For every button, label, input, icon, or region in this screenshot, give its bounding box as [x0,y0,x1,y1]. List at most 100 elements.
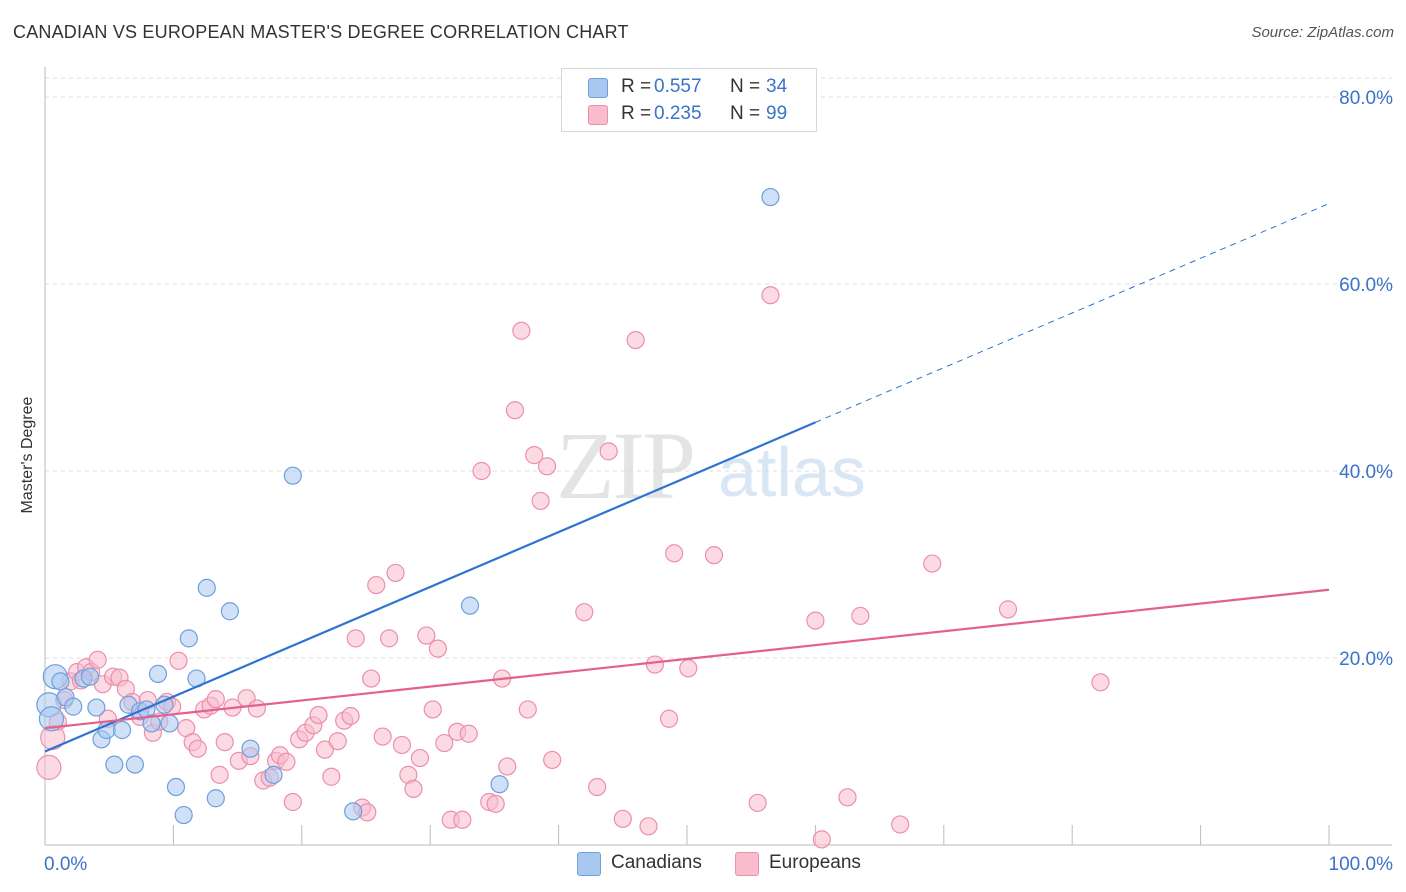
canadians-swatch [577,852,601,876]
european-point [417,626,436,645]
european-point [453,810,472,829]
european-point [247,699,266,718]
canadian-point [220,602,239,621]
canadians-label: Canadians [611,852,702,873]
canadian-point [112,720,132,740]
watermark-atlas: atlas [718,433,866,511]
european-point [169,651,188,670]
x-tick-label: 0.0% [44,854,87,875]
canadian-point [197,578,216,597]
european-point [392,735,412,755]
canadian-point [761,187,780,207]
canadians-swatch [588,78,608,98]
european-point [665,544,684,563]
canadian-point [38,706,65,732]
european-point [373,727,392,746]
european-point [367,575,386,595]
european-point [215,733,234,752]
canadian-point [283,466,302,485]
europeans-label: Europeans [769,852,861,873]
european-point [704,546,724,565]
source-note: Source: ZipAtlas.com [1251,24,1394,41]
european-point [315,740,335,759]
canadian-point [460,596,480,615]
canadian-point [206,789,225,808]
european-point [531,491,550,511]
european-point [428,639,448,658]
european-point [283,792,302,812]
european-point [404,779,423,799]
european-point [472,461,491,481]
europeans-swatch [588,105,608,125]
legend-r-label: R = [621,103,652,124]
european-point [380,629,399,648]
european-point [645,655,665,674]
european-point [346,629,365,648]
european-point [626,331,645,350]
european-point [423,700,442,719]
canadian-point [105,755,124,774]
european-point [486,794,505,813]
europeans-trend-line [44,588,1330,730]
canadian-point [179,629,198,648]
canadian-point [490,775,509,794]
legend-n-value: 99 [766,103,788,124]
european-point [679,659,698,678]
european-point [806,611,825,630]
european-point [599,442,618,461]
european-point [998,600,1018,619]
legend-n-label: N = [730,76,761,97]
canadian-point [264,765,283,784]
european-point [575,603,594,622]
x-tick-label: 100.0% [1329,854,1394,875]
legend-r-value: 0.557 [654,76,702,97]
european-point [537,457,557,476]
european-point [588,777,607,797]
canadian-point [80,667,100,686]
european-point [309,705,328,725]
european-point [543,750,562,770]
european-point [505,401,525,420]
european-point [512,321,531,340]
canadian-point [241,739,260,758]
canadians-trend-extension [815,203,1330,423]
canadian-point [51,672,70,691]
european-point [277,752,296,771]
european-point [210,765,229,784]
watermark-zip: ZIP [556,412,696,519]
european-point [613,809,632,828]
european-point [328,732,347,751]
canadian-point [64,697,83,716]
canadian-point [87,698,106,717]
european-point [88,650,107,669]
european-point [206,690,225,709]
y-tick-label: 40.0% [1339,462,1393,483]
european-point [838,788,857,807]
legend: R = 0.557 N = 34 R = 0.235 N = 99 [561,68,817,132]
european-point [891,815,910,834]
european-point [188,739,207,758]
european-point [322,767,341,786]
european-point [362,669,381,688]
european-point [639,817,658,836]
legend-r-label: R = [621,76,652,97]
europeans-swatch [735,852,759,876]
canadian-point [148,664,168,683]
european-point [851,606,870,626]
legend-n-label: N = [730,103,761,124]
european-point [435,733,454,753]
legend-n-value: 34 [766,76,788,97]
canadian-point [142,714,161,733]
canadian-point [344,802,363,821]
chart-title: CANADIAN VS EUROPEAN MASTER'S DEGREE COR… [13,22,629,42]
canadian-point [125,755,144,774]
european-point [525,446,544,465]
european-point [761,286,780,305]
y-tick-label: 20.0% [1339,649,1393,670]
canadian-point [160,714,179,733]
european-point [410,748,430,768]
european-point [518,700,537,719]
legend-r-value: 0.235 [654,103,702,124]
european-point [812,830,831,849]
